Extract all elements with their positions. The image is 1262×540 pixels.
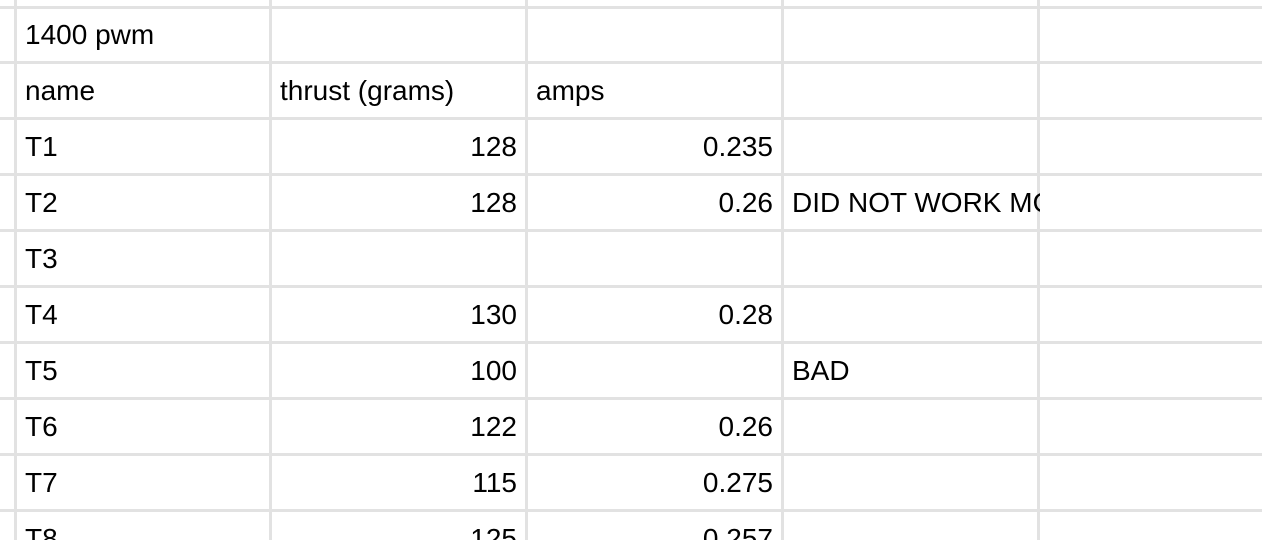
- cell-empty[interactable]: [528, 9, 781, 61]
- cell-amps[interactable]: 0.275: [528, 456, 781, 509]
- row-edge-cell[interactable]: [0, 512, 14, 540]
- cell-thrust[interactable]: 130: [272, 288, 525, 341]
- cell-empty[interactable]: [1040, 176, 1262, 229]
- cell-empty[interactable]: [1040, 64, 1262, 117]
- header-name[interactable]: name: [17, 64, 269, 117]
- cell-note[interactable]: [784, 288, 1037, 341]
- cell-top-partial[interactable]: [0, 0, 14, 6]
- cell-note[interactable]: [784, 232, 1037, 285]
- cell-amps[interactable]: 0.26: [528, 400, 781, 453]
- cell-note[interactable]: [784, 456, 1037, 509]
- cell-name[interactable]: T1: [17, 120, 269, 173]
- cell-thrust[interactable]: 128: [272, 176, 525, 229]
- cell-empty[interactable]: [784, 9, 1037, 61]
- cell-name[interactable]: T2: [17, 176, 269, 229]
- cell-name[interactable]: T6: [17, 400, 269, 453]
- cell-top-partial[interactable]: [272, 0, 525, 6]
- cell-empty[interactable]: [1040, 456, 1262, 509]
- cell-amps[interactable]: [528, 344, 781, 397]
- cell-amps[interactable]: 0.235: [528, 120, 781, 173]
- cell-note[interactable]: DID NOT WORK MOST TIMES.: [784, 176, 1190, 229]
- cell-amps[interactable]: 0.257: [528, 512, 781, 540]
- cell-empty[interactable]: [272, 9, 525, 61]
- cell-note[interactable]: BAD: [784, 344, 1037, 397]
- cell-amps[interactable]: 0.26: [528, 176, 781, 229]
- cell-empty[interactable]: [784, 64, 1037, 117]
- cell-amps[interactable]: [528, 232, 781, 285]
- cell-name[interactable]: T8: [17, 512, 269, 540]
- cell-top-partial[interactable]: [784, 0, 1037, 6]
- cell-note[interactable]: [784, 512, 1037, 540]
- row-edge-cell[interactable]: [0, 288, 14, 341]
- cell-thrust[interactable]: 125: [272, 512, 525, 540]
- cell-name[interactable]: T3: [17, 232, 269, 285]
- cell-empty[interactable]: [1040, 400, 1262, 453]
- cell-empty[interactable]: [1040, 9, 1262, 61]
- cell-amps[interactable]: 0.28: [528, 288, 781, 341]
- cell-empty[interactable]: [1040, 120, 1262, 173]
- row-edge-cell[interactable]: [0, 232, 14, 285]
- row-edge-cell[interactable]: [0, 456, 14, 509]
- row-edge-cell[interactable]: [0, 400, 14, 453]
- row-edge-cell[interactable]: [0, 120, 14, 173]
- cell-top-partial[interactable]: [17, 0, 269, 6]
- cell-name[interactable]: T7: [17, 456, 269, 509]
- cell-empty[interactable]: [1040, 232, 1262, 285]
- cell-note[interactable]: [784, 120, 1037, 173]
- cell-title[interactable]: 1400 pwm: [17, 9, 269, 61]
- cell-name[interactable]: T5: [17, 344, 269, 397]
- row-edge-cell[interactable]: [0, 9, 14, 61]
- cell-thrust[interactable]: 128: [272, 120, 525, 173]
- header-thrust[interactable]: thrust (grams): [272, 64, 525, 117]
- cell-thrust[interactable]: 100: [272, 344, 525, 397]
- row-edge-cell[interactable]: [0, 64, 14, 117]
- cell-empty[interactable]: [1040, 344, 1262, 397]
- cell-thrust[interactable]: 122: [272, 400, 525, 453]
- cell-top-partial[interactable]: [1040, 0, 1262, 6]
- row-edge-cell[interactable]: [0, 176, 14, 229]
- cell-empty[interactable]: [1040, 512, 1262, 540]
- row-edge-cell[interactable]: [0, 344, 14, 397]
- cell-name[interactable]: T4: [17, 288, 269, 341]
- cell-thrust[interactable]: [272, 232, 525, 285]
- header-amps[interactable]: amps: [528, 64, 781, 117]
- cell-thrust[interactable]: 115: [272, 456, 525, 509]
- cell-top-partial[interactable]: [528, 0, 781, 6]
- cell-empty[interactable]: [1040, 288, 1262, 341]
- cell-note[interactable]: [784, 400, 1037, 453]
